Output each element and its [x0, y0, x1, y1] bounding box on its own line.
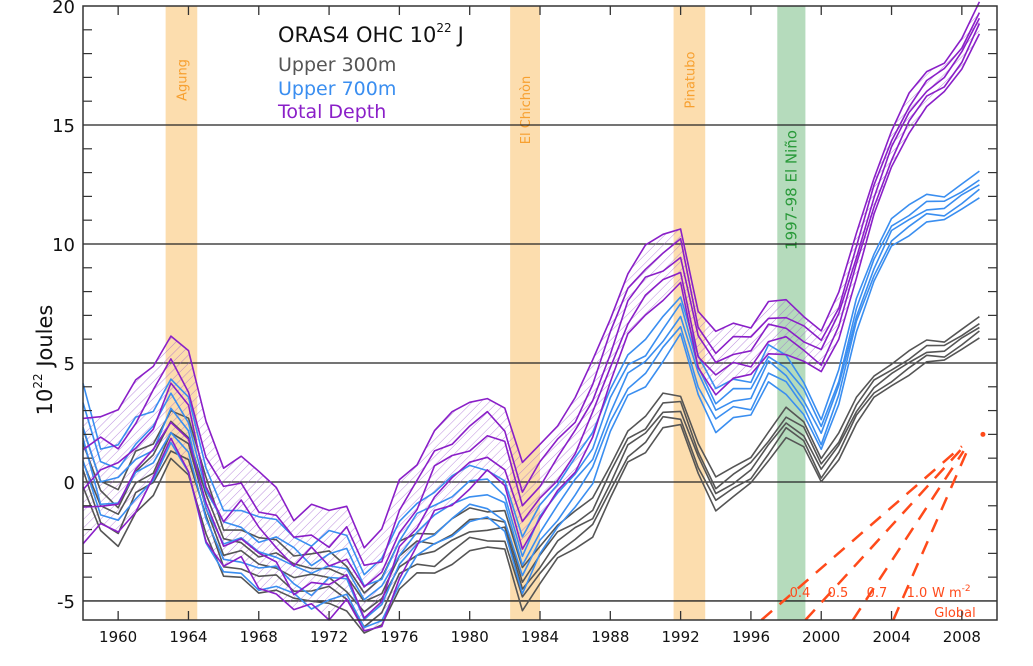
legend: ORAS4 OHC 1022 J Upper 300m Upper 700m To… — [277, 21, 464, 123]
series-line-total-depth — [82, 33, 981, 632]
series-lines — [82, 1, 981, 634]
series-line-total-depth — [82, 23, 981, 619]
reference-line-label: 1.0 — [907, 586, 928, 601]
reference-region-label: Global — [934, 606, 975, 621]
y-tick-label: -5 — [57, 592, 75, 613]
x-tick-label: 1992 — [662, 628, 700, 646]
x-tick-label: 2004 — [872, 628, 910, 646]
series-line-upper-700m — [82, 184, 980, 601]
series-line-upper-300m — [82, 330, 980, 628]
event-band — [165, 6, 198, 620]
series-line-upper-700m — [82, 197, 980, 629]
x-tick-label: 2000 — [802, 628, 840, 646]
y-tick-label: 5 — [64, 354, 75, 375]
event-band-label: Pinatubo — [683, 52, 698, 109]
reference-line-label: 0.4 — [790, 586, 811, 601]
x-tick-label: 1960 — [99, 628, 137, 646]
y-tick-label: 20 — [52, 0, 75, 18]
event-band-label: Agung — [175, 59, 190, 101]
x-tick-label: 1972 — [310, 628, 348, 646]
legend-upper-700m: Upper 700m — [278, 78, 396, 100]
series-line-total-depth — [82, 17, 981, 588]
reference-line-label: 0.5 — [828, 586, 849, 601]
reference-end-marker — [980, 431, 986, 437]
y-tick-label: 15 — [52, 116, 75, 137]
y-tick-label: 10 — [52, 235, 75, 256]
series-line-upper-700m — [82, 179, 980, 587]
reference-line — [760, 445, 963, 620]
chart-title: ORAS4 OHC 1022 J — [278, 21, 464, 47]
x-tick-label: 1988 — [591, 628, 629, 646]
reference-lines: 0.4 0.5 0.7 1.0 W m-2 Global — [760, 431, 986, 621]
legend-upper-300m: Upper 300m — [278, 54, 396, 76]
reference-line — [892, 450, 969, 620]
reference-unit-label: W m-2 — [932, 584, 971, 601]
series-line-total-depth — [82, 12, 981, 567]
y-axis-label: 1022 Joules — [31, 305, 57, 416]
axes: 1960 1964 1968 1972 1976 1980 1984 1988 1992 1996… — [52, 0, 998, 646]
legend-total-depth: Total Depth — [277, 101, 386, 123]
reference-line-label: 0.7 — [867, 586, 888, 601]
y-tick-label: 0 — [64, 473, 75, 494]
reference-line — [851, 450, 965, 620]
x-tick-label: 1964 — [169, 628, 207, 646]
event-band-label: El Chichòn — [519, 76, 534, 144]
x-tick-label: 1996 — [732, 628, 770, 646]
ensemble-spread-fills — [83, 1, 980, 631]
x-tick-label: 1976 — [380, 628, 418, 646]
series-line-upper-300m — [82, 326, 980, 613]
x-tick-label: 1968 — [240, 628, 278, 646]
reference-line — [804, 447, 963, 620]
x-tick-label: 2008 — [943, 628, 981, 646]
series-line-total-depth — [82, 1, 981, 549]
x-tick-label: 1984 — [521, 628, 559, 646]
x-tick-label: 1980 — [451, 628, 489, 646]
total-depth-spread-fill — [83, 1, 980, 631]
series-line-upper-300m — [82, 337, 980, 634]
event-band-label: 1997-98 El Niño — [782, 130, 800, 250]
